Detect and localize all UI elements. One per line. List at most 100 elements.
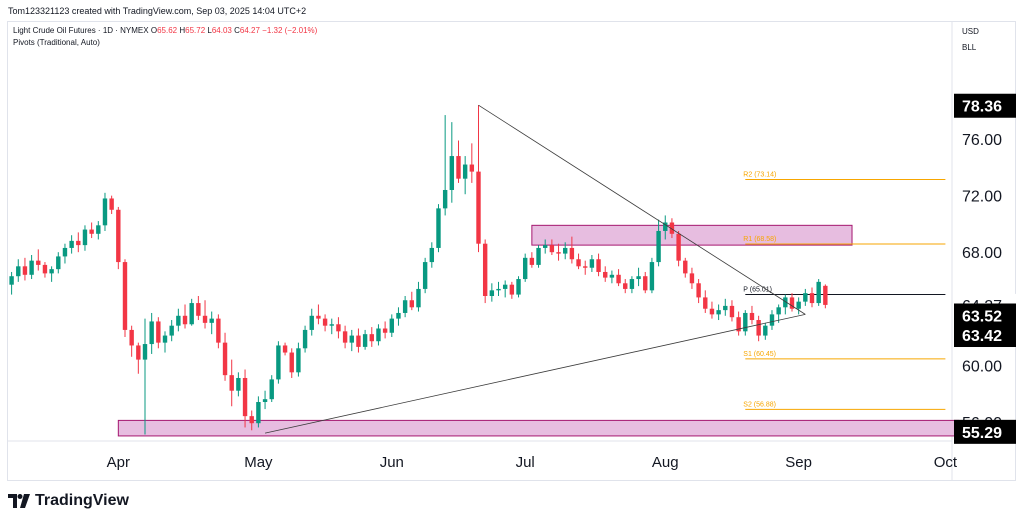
candle[interactable]	[329, 324, 334, 326]
candle[interactable]	[89, 229, 94, 234]
candle[interactable]	[196, 303, 201, 316]
candle[interactable]	[516, 279, 521, 295]
candle[interactable]	[576, 259, 581, 267]
candle[interactable]	[543, 245, 548, 248]
candle[interactable]	[476, 171, 481, 244]
candle[interactable]	[262, 399, 268, 403]
candle[interactable]	[669, 222, 675, 234]
candle[interactable]	[296, 348, 301, 373]
candle[interactable]	[462, 164, 468, 179]
candle[interactable]	[709, 308, 715, 315]
candle[interactable]	[796, 301, 801, 309]
descending-trendline[interactable]	[478, 104, 806, 315]
candle[interactable]	[623, 283, 628, 289]
candle[interactable]	[823, 285, 828, 305]
candle[interactable]	[429, 247, 435, 263]
candle[interactable]	[102, 198, 108, 226]
candle[interactable]	[596, 259, 601, 272]
candle[interactable]	[616, 274, 621, 284]
candle[interactable]	[442, 189, 448, 209]
candle[interactable]	[689, 273, 695, 284]
candle[interactable]	[816, 281, 821, 304]
candle[interactable]	[563, 247, 568, 254]
candle[interactable]	[763, 325, 768, 336]
candle[interactable]	[109, 198, 114, 210]
candle[interactable]	[149, 321, 154, 345]
candle[interactable]	[809, 293, 815, 304]
candle[interactable]	[216, 318, 221, 343]
candle[interactable]	[803, 293, 808, 302]
candle[interactable]	[769, 314, 775, 326]
candle[interactable]	[169, 325, 174, 336]
candle[interactable]	[402, 300, 408, 313]
candle[interactable]	[202, 315, 208, 323]
candle[interactable]	[696, 283, 701, 298]
candle[interactable]	[522, 257, 528, 280]
candle[interactable]	[636, 276, 641, 280]
candle[interactable]	[469, 164, 475, 172]
candle[interactable]	[389, 318, 394, 333]
candle[interactable]	[743, 312, 748, 332]
candle[interactable]	[136, 345, 141, 360]
candle[interactable]	[176, 315, 181, 326]
candle[interactable]	[316, 315, 321, 319]
candle[interactable]	[229, 375, 234, 391]
candle[interactable]	[49, 269, 54, 274]
candle[interactable]	[422, 262, 428, 289]
candle[interactable]	[789, 297, 795, 309]
candle[interactable]	[716, 310, 721, 315]
candle[interactable]	[156, 321, 161, 343]
candle[interactable]	[189, 303, 194, 325]
candle[interactable]	[282, 345, 288, 353]
candle[interactable]	[36, 260, 41, 265]
candle[interactable]	[703, 297, 708, 309]
price-tag[interactable]	[954, 93, 1016, 118]
candle[interactable]	[776, 307, 781, 315]
candle[interactable]	[336, 324, 341, 332]
candle[interactable]	[16, 266, 21, 277]
resistance-zone[interactable]	[531, 224, 853, 246]
candle[interactable]	[42, 264, 48, 274]
candle[interactable]	[382, 328, 388, 333]
candle[interactable]	[643, 276, 648, 291]
candle[interactable]	[369, 334, 374, 342]
candle[interactable]	[456, 156, 461, 179]
candle[interactable]	[583, 266, 588, 268]
candle[interactable]	[249, 416, 254, 424]
candle[interactable]	[609, 274, 615, 278]
candle[interactable]	[783, 297, 788, 308]
candle[interactable]	[269, 379, 274, 400]
candle[interactable]	[656, 230, 661, 263]
candle[interactable]	[529, 257, 535, 265]
candle[interactable]	[122, 262, 128, 330]
candle[interactable]	[116, 209, 121, 263]
candle[interactable]	[449, 156, 455, 190]
candle[interactable]	[276, 345, 281, 380]
candle[interactable]	[549, 245, 555, 253]
candle[interactable]	[729, 305, 735, 318]
symbol-legend[interactable]: Light Crude Oil Futures · 1D · NYMEX O65…	[13, 26, 317, 35]
candle[interactable]	[129, 329, 134, 346]
candle[interactable]	[482, 243, 488, 296]
candle[interactable]	[489, 290, 495, 296]
candle[interactable]	[162, 335, 168, 343]
indicator-legend[interactable]: Pivots (Traditional, Auto)	[13, 38, 100, 47]
candle[interactable]	[496, 288, 501, 291]
candle[interactable]	[222, 342, 228, 376]
candle[interactable]	[9, 276, 14, 285]
candle[interactable]	[736, 317, 741, 332]
candle[interactable]	[62, 247, 68, 257]
candle[interactable]	[589, 259, 595, 268]
candle[interactable]	[69, 240, 74, 248]
tradingview-logo[interactable]: TradingView	[8, 492, 129, 510]
candle[interactable]	[569, 247, 575, 260]
candle[interactable]	[376, 328, 381, 342]
candle[interactable]	[436, 208, 441, 248]
candle[interactable]	[416, 288, 421, 308]
candle[interactable]	[356, 335, 361, 347]
price-tag[interactable]	[954, 419, 1016, 444]
candle[interactable]	[256, 402, 261, 424]
candle[interactable]	[342, 331, 348, 343]
candle[interactable]	[649, 262, 655, 291]
candle[interactable]	[142, 344, 148, 360]
